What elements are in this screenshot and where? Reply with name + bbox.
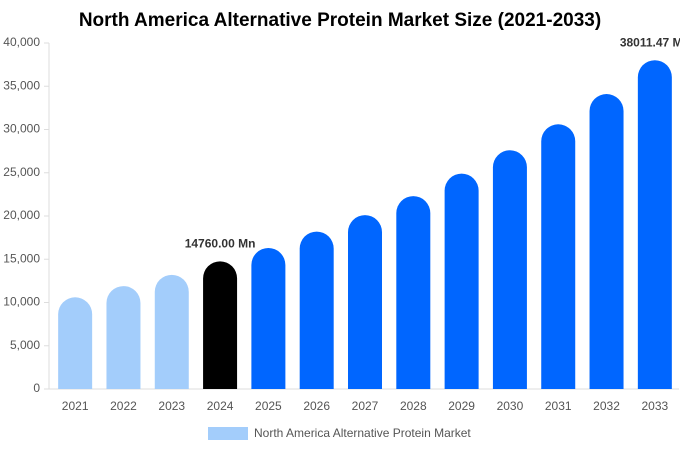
chart-title: North America Alternative Protein Market… [79, 10, 601, 31]
x-tick-label: 2021 [62, 399, 89, 413]
x-tick-label: 2023 [158, 399, 185, 413]
x-tick-label: 2033 [641, 399, 668, 413]
x-tick-label: 2029 [448, 399, 475, 413]
bar [589, 94, 624, 389]
bar [637, 60, 672, 390]
x-tick-label: 2032 [593, 399, 620, 413]
bar [396, 196, 431, 389]
bar [492, 150, 527, 389]
x-tick-label: 2025 [255, 399, 282, 413]
bar [251, 248, 286, 389]
x-tick-label: 2022 [110, 399, 137, 413]
value-label: 14760.00 Mn [185, 236, 256, 250]
y-tick-label: 15,000 [3, 251, 40, 265]
y-tick-label: 30,000 [3, 122, 40, 136]
x-tick-label: 2028 [400, 399, 427, 413]
bar [106, 286, 141, 389]
x-tick-label: 2031 [545, 399, 572, 413]
legend-label: North America Alternative Protein Market [254, 426, 471, 440]
value-label: 38011.47 Mn [620, 35, 680, 49]
bar [203, 261, 238, 389]
bar [348, 215, 382, 389]
bar [154, 274, 189, 389]
y-tick-label: 25,000 [3, 165, 40, 179]
bar [444, 173, 479, 389]
legend-swatch [208, 427, 248, 440]
x-tick-label: 2024 [207, 399, 234, 413]
y-tick-label: 35,000 [3, 78, 40, 92]
x-tick-label: 2027 [352, 399, 379, 413]
y-tick-label: 10,000 [3, 295, 40, 309]
y-tick-label: 40,000 [3, 35, 40, 49]
bar [58, 297, 93, 389]
y-tick-label: 20,000 [3, 208, 40, 222]
bar [299, 231, 334, 389]
x-tick-label: 2026 [303, 399, 330, 413]
bar [541, 124, 576, 390]
y-tick-label: 5,000 [10, 338, 40, 352]
x-tick-label: 2030 [497, 399, 524, 413]
y-tick-label: 0 [33, 381, 40, 395]
